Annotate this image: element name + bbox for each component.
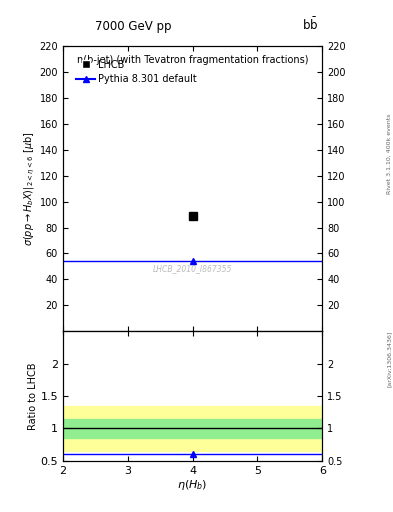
Text: [arXiv:1306.3436]: [arXiv:1306.3436] bbox=[387, 330, 391, 387]
Bar bbox=[63, 419, 322, 438]
Bar bbox=[63, 406, 322, 451]
Text: Rivet 3.1.10, 400k events: Rivet 3.1.10, 400k events bbox=[387, 113, 391, 194]
Text: 7000 GeV pp: 7000 GeV pp bbox=[95, 20, 172, 33]
X-axis label: $\eta(H_b)$: $\eta(H_b)$ bbox=[177, 478, 208, 493]
Text: LHCB_2010_I867355: LHCB_2010_I867355 bbox=[153, 264, 232, 273]
Text: η(b-jet) (with Tevatron fragmentation fractions): η(b-jet) (with Tevatron fragmentation fr… bbox=[77, 55, 309, 65]
Legend: LHCB, Pythia 8.301 default: LHCB, Pythia 8.301 default bbox=[73, 57, 200, 88]
Y-axis label: $\sigma(pp \rightarrow H_b X)|_{2<\eta<6}$ [$\mu$b]: $\sigma(pp \rightarrow H_b X)|_{2<\eta<6… bbox=[22, 132, 37, 246]
Text: b$\bar{\rm b}$: b$\bar{\rm b}$ bbox=[302, 17, 318, 33]
Y-axis label: Ratio to LHCB: Ratio to LHCB bbox=[28, 362, 38, 430]
